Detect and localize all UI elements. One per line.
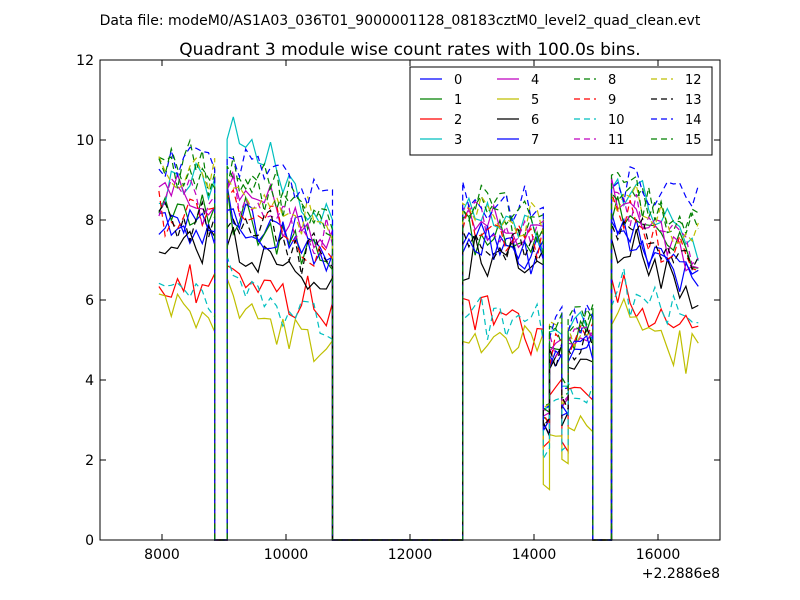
- x-tick-label: 8000: [144, 547, 180, 563]
- figure-suptitle: Data file: modeM0/AS1A03_036T01_90000011…: [100, 13, 701, 29]
- y-tick-label: 4: [85, 373, 94, 389]
- x-tick-label: 16000: [636, 547, 681, 563]
- legend-label-8: 8: [608, 73, 616, 88]
- x-tick-label: 12000: [388, 547, 433, 563]
- legend-label-14: 14: [685, 113, 702, 128]
- legend-label-5: 5: [531, 93, 539, 108]
- x-offset-label: +2.2886e8: [642, 566, 720, 582]
- series-line-14: [158, 146, 699, 541]
- legend-label-13: 13: [685, 93, 702, 108]
- y-tick-label: 10: [76, 133, 94, 149]
- x-tick-label: 14000: [512, 547, 557, 563]
- legend-label-11: 11: [608, 133, 625, 148]
- legend-box: [409, 66, 713, 156]
- y-tick-label: 12: [76, 53, 94, 69]
- legend-label-10: 10: [608, 113, 625, 128]
- legend-label-2: 2: [454, 113, 462, 128]
- legend-label-3: 3: [454, 133, 462, 148]
- legend-label-12: 12: [685, 73, 702, 88]
- y-tick-label: 2: [85, 453, 94, 469]
- legend-label-7: 7: [531, 133, 539, 148]
- legend-label-9: 9: [608, 93, 616, 108]
- y-tick-label: 6: [85, 293, 94, 309]
- x-tick-label: 10000: [264, 547, 309, 563]
- legend-label-0: 0: [454, 73, 462, 88]
- legend-label-15: 15: [685, 133, 702, 148]
- legend-label-1: 1: [454, 93, 462, 108]
- legend-label-4: 4: [531, 73, 539, 88]
- chart-title: Quadrant 3 module wise count rates with …: [179, 40, 640, 60]
- legend-label-6: 6: [531, 113, 539, 128]
- y-tick-label: 0: [85, 533, 94, 549]
- y-tick-label: 8: [85, 213, 94, 229]
